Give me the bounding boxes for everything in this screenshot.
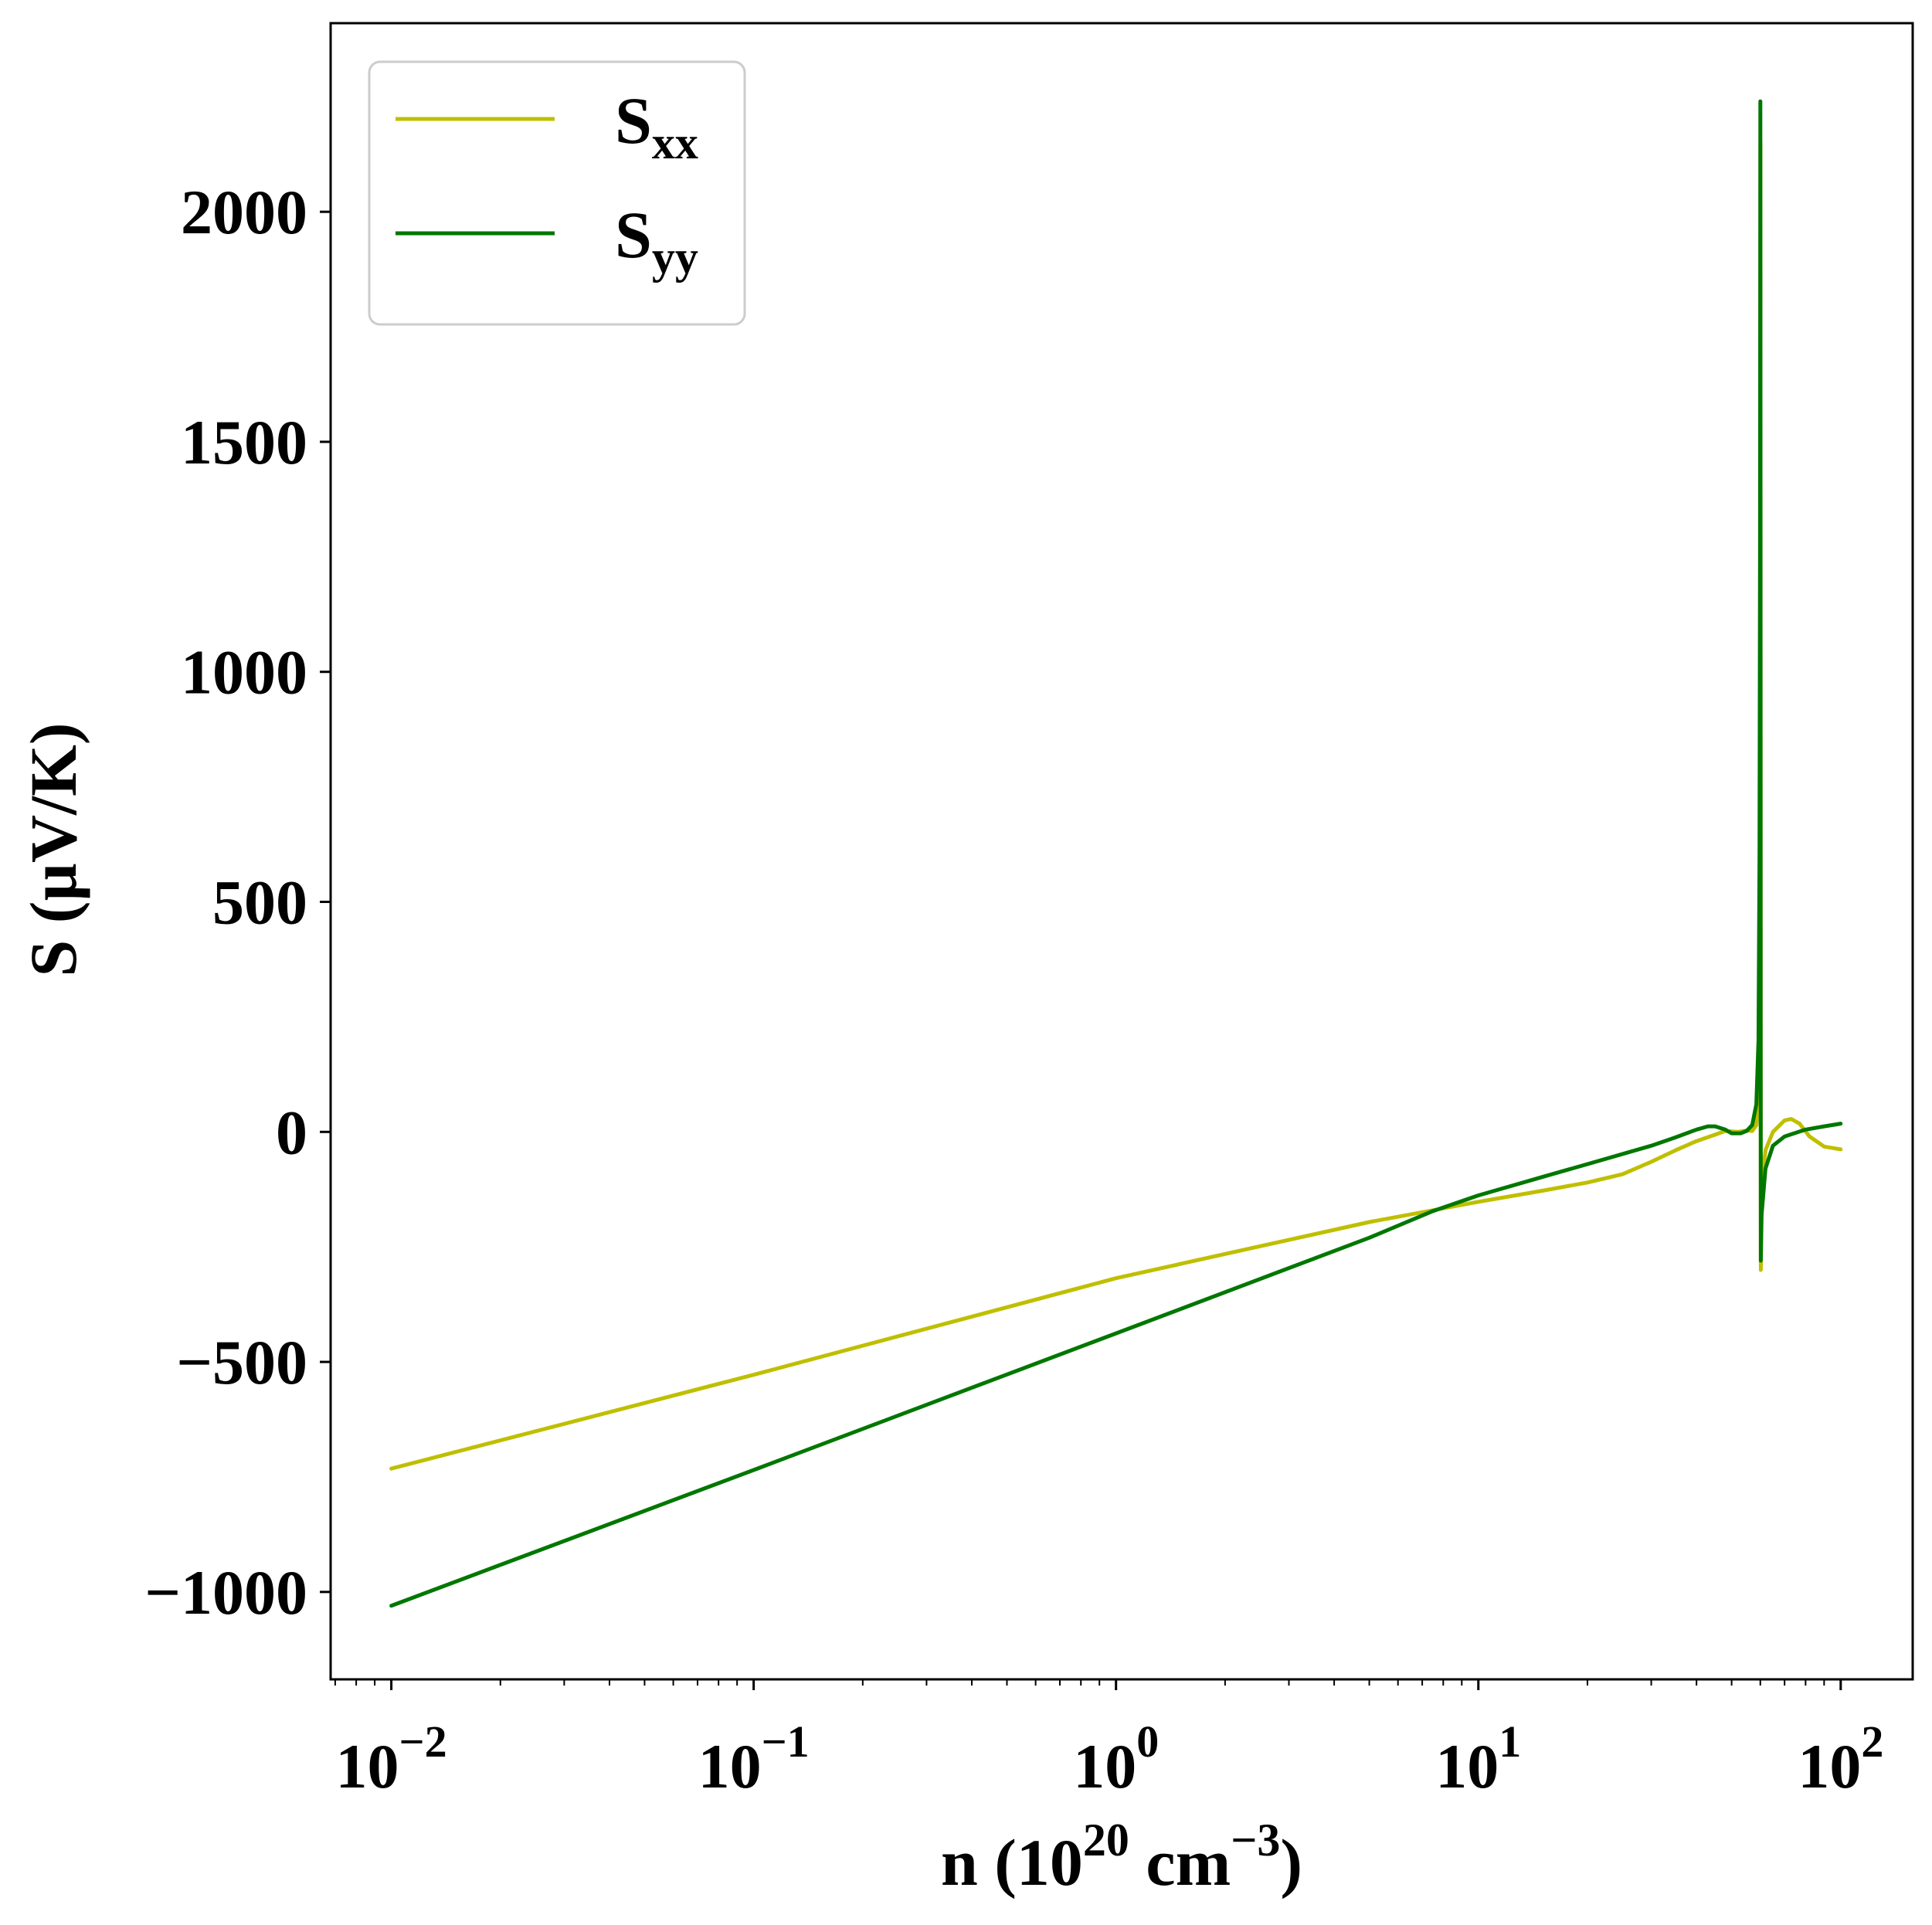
y-tick-label: 2000 bbox=[181, 177, 307, 247]
y-tick-label: 1500 bbox=[181, 407, 307, 477]
x-tick-label: 102 bbox=[1798, 1716, 1883, 1801]
x-tick-label-exponent: 0 bbox=[1136, 1716, 1159, 1767]
legend-label-sxx-sub: xx bbox=[652, 117, 698, 168]
y-tick-label: 0 bbox=[276, 1097, 307, 1167]
x-axis-title-suffix: ) bbox=[1280, 1825, 1302, 1900]
x-tick-label-base: 10 bbox=[1073, 1731, 1136, 1801]
x-tick-label-exponent: 2 bbox=[1861, 1716, 1883, 1767]
y-tick-label: 1000 bbox=[181, 637, 307, 708]
x-tick-label: 10−1 bbox=[698, 1716, 810, 1801]
legend-label-syy: Syy bbox=[615, 198, 698, 283]
x-tick-label-base: 10 bbox=[698, 1731, 762, 1801]
legend-label-syy-main: S bbox=[615, 198, 652, 272]
legend-label-sxx-main: S bbox=[615, 83, 652, 158]
series-line-sxx bbox=[389, 141, 1843, 1471]
x-axis-title-sup2: −3 bbox=[1231, 1815, 1280, 1866]
x-tick-label-base: 10 bbox=[1435, 1731, 1499, 1801]
legend-label-syy-sub: yy bbox=[652, 232, 698, 283]
x-tick-label-base: 10 bbox=[336, 1731, 399, 1801]
x-axis-title-sup1: 20 bbox=[1083, 1815, 1129, 1866]
x-tick-label: 100 bbox=[1073, 1716, 1159, 1801]
x-tick-label-exponent: −1 bbox=[762, 1716, 810, 1767]
x-tick-label: 101 bbox=[1435, 1716, 1521, 1801]
y-tick-label: 500 bbox=[212, 867, 307, 938]
x-tick-label: 10−2 bbox=[336, 1716, 447, 1801]
legend-label-sxx: Sxx bbox=[615, 83, 698, 168]
x-axis-title: n (1020 cm−3) bbox=[941, 1815, 1302, 1900]
x-tick-label-exponent: −2 bbox=[399, 1716, 447, 1767]
x-axis-title-prefix: n (10 bbox=[941, 1825, 1083, 1900]
x-tick-label-base: 10 bbox=[1798, 1731, 1861, 1801]
y-axis-title: S (µV/K) bbox=[16, 722, 90, 976]
x-axis-title-mid: cm bbox=[1129, 1825, 1231, 1900]
plot-frame bbox=[329, 22, 1914, 1681]
series-layer bbox=[389, 99, 1843, 1608]
series-line-syy bbox=[389, 99, 1843, 1608]
x-tick-label-exponent: 1 bbox=[1499, 1716, 1521, 1767]
y-tick-label: −1000 bbox=[144, 1557, 307, 1628]
y-tick-label: −500 bbox=[176, 1327, 307, 1397]
legend: Sxx Syy bbox=[368, 60, 746, 326]
legend-frame bbox=[368, 60, 746, 326]
ticks-layer: 10−2 10−1 100 101 102−1000−50005001000150020… bbox=[144, 177, 1883, 1801]
